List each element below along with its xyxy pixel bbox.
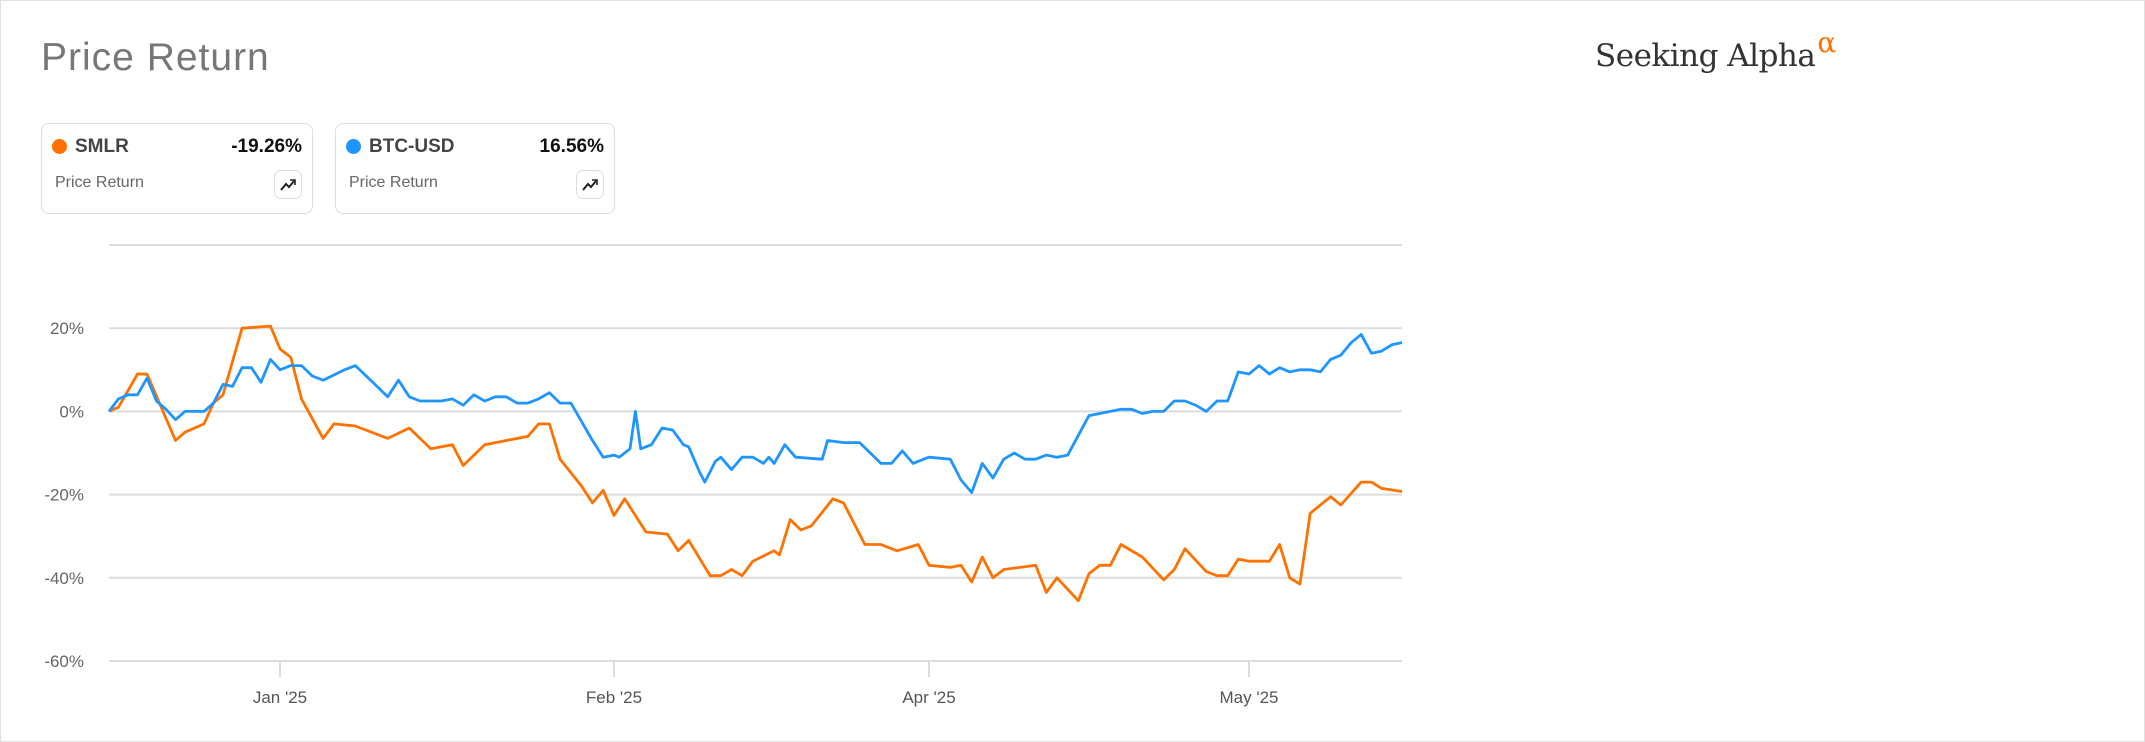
y-tick-label: -20% — [44, 486, 84, 505]
series-color-dot — [52, 139, 67, 154]
page-title: Price Return — [41, 36, 270, 79]
series-line-smlr — [108, 324, 1403, 603]
price-return-value: 16.56% — [539, 136, 604, 157]
y-tick-label: -40% — [44, 569, 84, 588]
ticker-label: SMLR — [75, 136, 129, 157]
y-tick-label: 20% — [50, 319, 84, 338]
x-tick-label: May '25 — [1220, 688, 1279, 707]
y-tick-label: 0% — [59, 402, 84, 421]
metric-label: Price Return — [349, 174, 438, 191]
logo-text: Seeking Alpha — [1595, 38, 1816, 74]
alpha-logo-icon: α — [1817, 26, 1836, 59]
trend-chart-icon — [280, 178, 296, 191]
chart-type-button[interactable] — [274, 170, 302, 199]
series-line-btc-usd — [107, 333, 1403, 494]
chart-type-button[interactable] — [576, 170, 604, 199]
series-color-dot — [346, 139, 361, 154]
price-return-value: -19.26% — [231, 136, 302, 157]
trend-chart-icon — [582, 178, 598, 191]
legend-card-btc-usd[interactable]: BTC-USD 16.56% Price Return — [335, 123, 615, 214]
seeking-alpha-logo[interactable]: Seeking Alphaα — [1595, 26, 1836, 74]
y-tick-label: -60% — [44, 652, 84, 671]
x-tick-label: Feb '25 — [586, 688, 642, 707]
ticker-label: BTC-USD — [369, 136, 455, 157]
metric-label: Price Return — [55, 174, 144, 191]
x-tick-label: Jan '25 — [253, 688, 307, 707]
x-tick-label: Apr '25 — [902, 688, 955, 707]
legend-card-smlr[interactable]: SMLR -19.26% Price Return — [41, 123, 313, 214]
